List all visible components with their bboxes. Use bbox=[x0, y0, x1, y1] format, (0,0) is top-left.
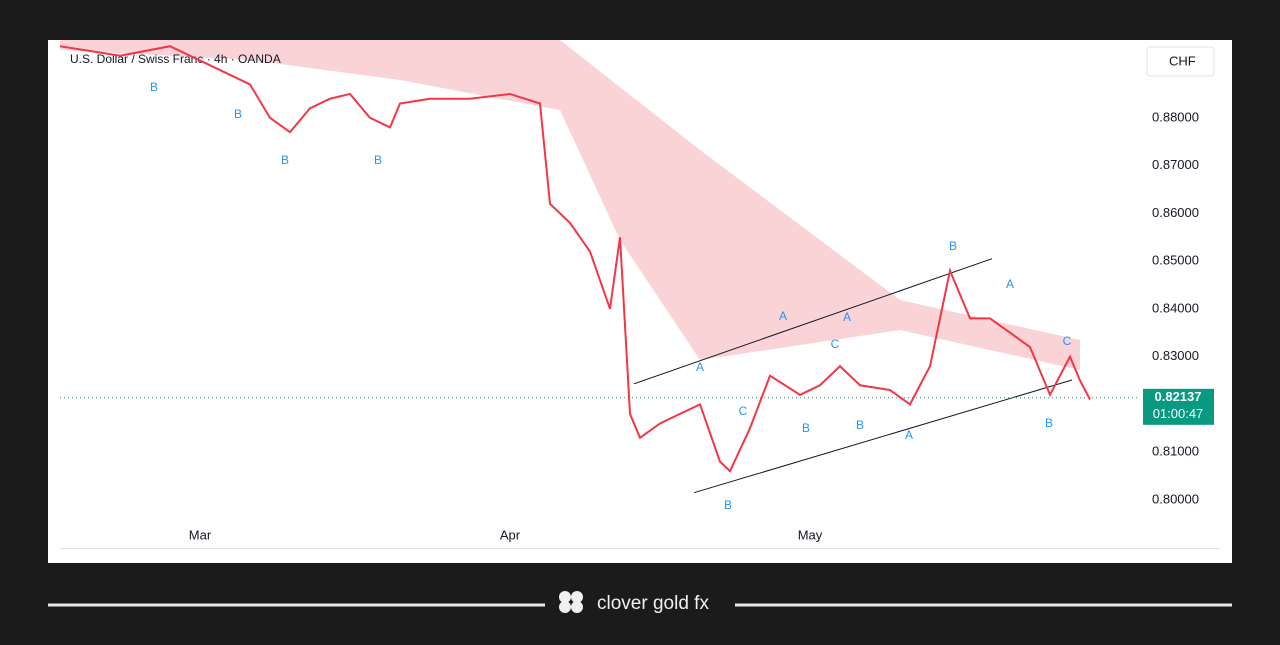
y-tick-label: 0.84000 bbox=[1152, 300, 1199, 315]
countdown: 01:00:47 bbox=[1153, 406, 1204, 421]
wave-label: B bbox=[1045, 416, 1053, 430]
y-tick-label: 0.83000 bbox=[1152, 348, 1199, 363]
wave-label: B bbox=[234, 107, 242, 121]
wave-label: A bbox=[905, 428, 913, 442]
clover-icon bbox=[559, 591, 583, 613]
wave-label: A bbox=[779, 309, 787, 323]
wave-label: B bbox=[150, 80, 158, 94]
y-tick-label: 0.86000 bbox=[1152, 205, 1199, 220]
chart-title: U.S. Dollar / Swiss Franc · 4h · OANDA bbox=[70, 52, 281, 66]
wave-label: A bbox=[843, 310, 851, 324]
y-tick-label: 0.85000 bbox=[1152, 253, 1199, 268]
price-line bbox=[60, 45, 1091, 473]
cloud bbox=[60, 40, 1080, 370]
wave-label: A bbox=[696, 360, 704, 374]
wave-label: C bbox=[831, 337, 840, 351]
wave-label: B bbox=[281, 153, 289, 167]
price-badge bbox=[1143, 388, 1214, 425]
brand: clover gold fx bbox=[597, 593, 709, 614]
y-tick-label: 0.87000 bbox=[1152, 157, 1199, 172]
price-label: 0.82137 bbox=[1155, 389, 1202, 404]
wave-label: C bbox=[739, 404, 748, 418]
wave-label: C bbox=[1063, 334, 1072, 348]
wave-label: A bbox=[1006, 277, 1014, 291]
y-tick-label: 0.80000 bbox=[1152, 491, 1199, 506]
trendline bbox=[693, 379, 1073, 494]
trendline bbox=[633, 258, 993, 385]
wave-label: B bbox=[374, 153, 382, 167]
wave-label: B bbox=[802, 421, 810, 435]
wave-label: B bbox=[724, 498, 732, 512]
wave-label: B bbox=[949, 239, 957, 253]
wave-label: B bbox=[856, 418, 864, 432]
currency-button[interactable] bbox=[1146, 46, 1215, 77]
x-tick-label: Apr bbox=[500, 527, 521, 542]
y-tick-label: 0.81000 bbox=[1152, 444, 1199, 459]
y-tick-label: 0.88000 bbox=[1152, 109, 1199, 124]
axis-line bbox=[60, 548, 1220, 549]
axes: 0.800000.810000.820000.830000.840000.850… bbox=[189, 109, 1214, 542]
x-tick-label: Mar bbox=[189, 527, 212, 542]
x-tick-label: May bbox=[798, 527, 823, 542]
currency-label: CHF bbox=[1169, 53, 1196, 68]
